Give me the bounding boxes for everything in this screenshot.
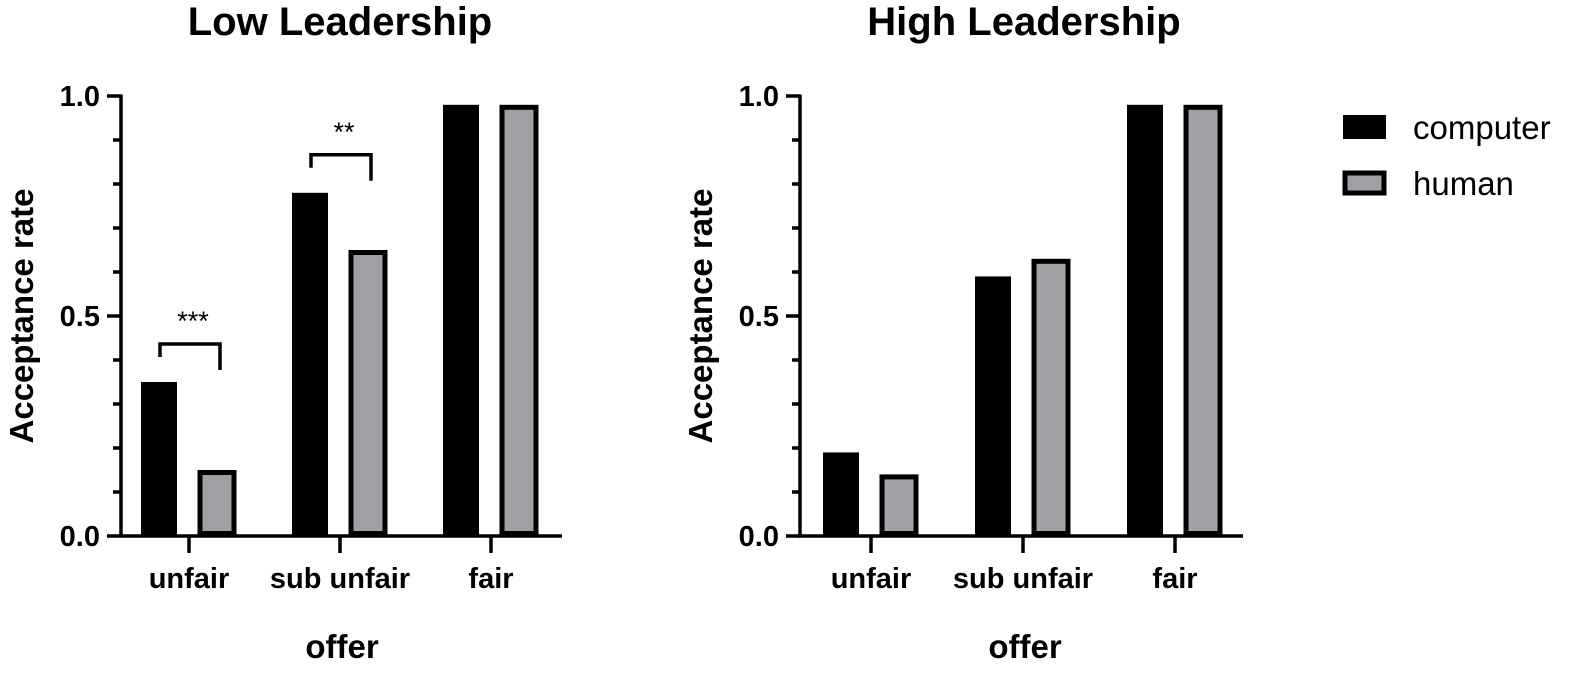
bar-human-1 [1031,258,1071,536]
x-tick-label: fair [468,563,513,595]
bar-computer-2 [1127,104,1163,537]
plot-area: 0.0 0.5 1.0 unfair sub unfair fair [739,81,1243,595]
bar-computer-2 [443,104,479,537]
x-axis-label: offer [305,628,378,665]
x-tick-label: sub unfair [270,563,410,595]
y-tick-label: 1.0 [60,81,100,113]
legend-swatch-human [1342,170,1387,196]
legend-swatch-computer [1343,115,1386,139]
chart-panel-low-leadership: Low Leadership Acceptance rate offer 0.0… [3,0,562,665]
significance-label: ** [333,117,355,147]
y-tick-label: 0.0 [739,521,779,553]
significance-bracket [158,342,222,370]
x-tick-label: fair [1152,563,1197,595]
bar-computer-0 [141,382,177,536]
bar-computer-1 [975,276,1011,536]
legend-label-human: human [1413,165,1514,202]
legend-label-computer: computer [1413,109,1551,146]
y-tick-label: 0.0 [60,521,100,553]
x-tick-label: unfair [831,563,912,595]
legend: computer human [1342,109,1551,202]
chart-title: High Leadership [867,0,1180,44]
y-tick-label: 1.0 [739,81,779,113]
chart-title: Low Leadership [188,0,493,44]
bar-human-2 [499,104,539,537]
x-tick-label: sub unfair [953,563,1093,595]
bar-computer-0 [823,452,859,536]
bar-computer-1 [292,192,328,537]
y-tick-label: 0.5 [60,301,100,333]
bar-human-0 [879,474,919,536]
y-axis-label: Acceptance rate [682,189,719,444]
x-axis-label: offer [988,628,1061,665]
y-tick-label: 0.5 [739,301,779,333]
bar-human-2 [1183,104,1223,537]
significance-label: *** [177,306,209,336]
bar-human-1 [348,250,388,536]
x-tick-label: unfair [149,563,230,595]
chart-panel-high-leadership: High Leadership Acceptance rate offer 0.… [682,0,1243,665]
y-axis-label: Acceptance rate [3,189,40,444]
significance-bracket [309,153,373,181]
bar-human-0 [197,470,237,536]
